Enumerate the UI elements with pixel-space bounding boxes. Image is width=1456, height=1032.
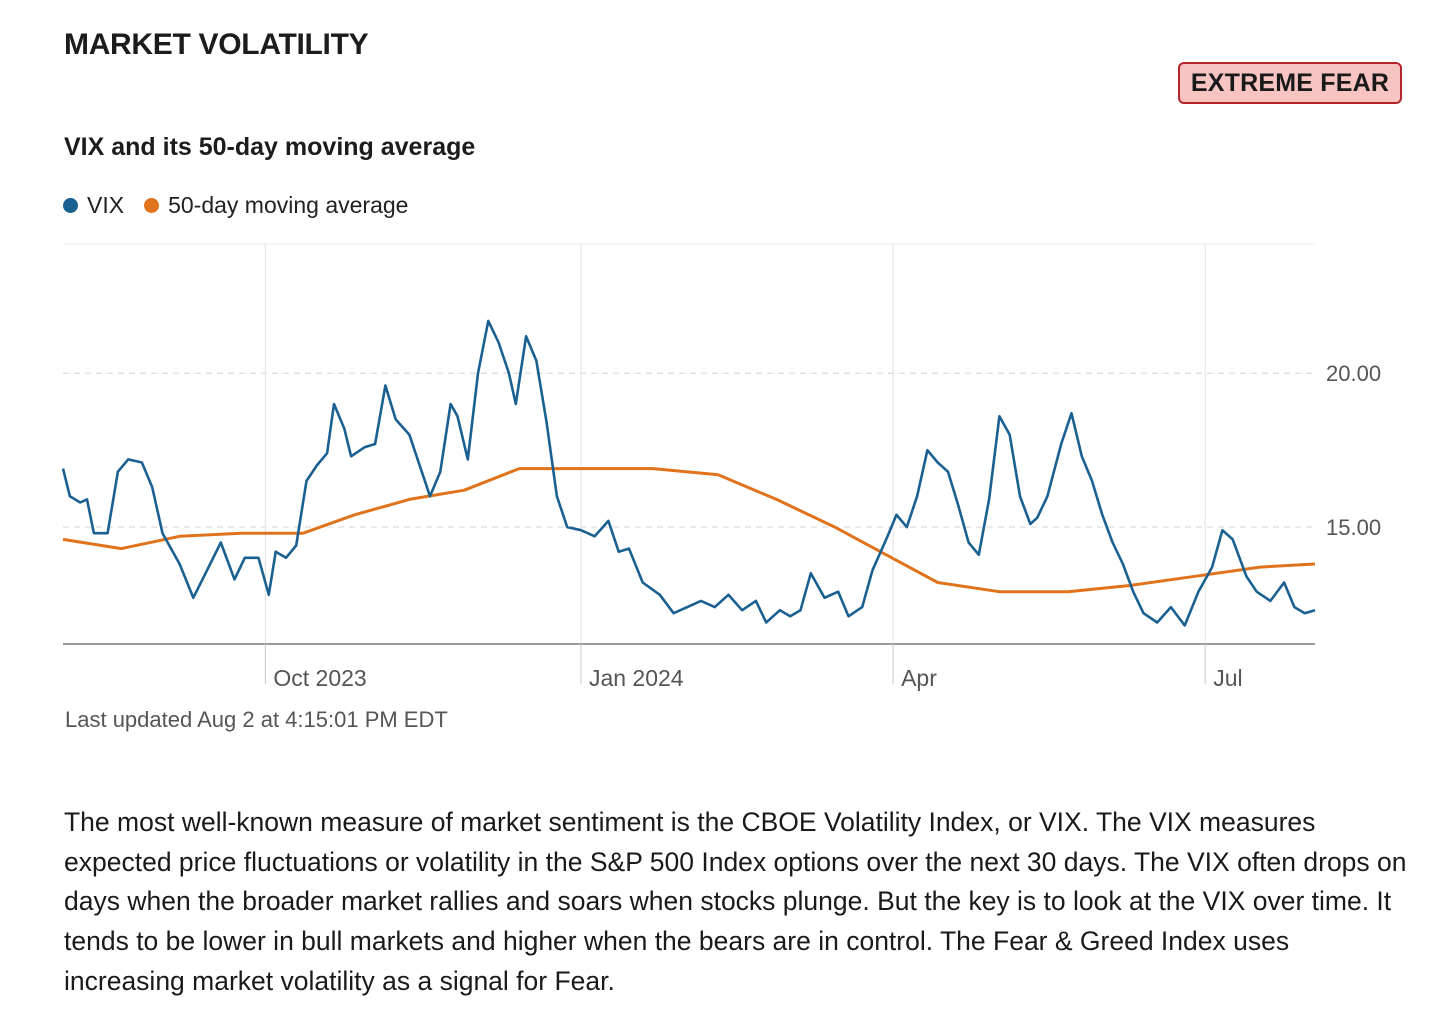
y-tick-label: 20.00 xyxy=(1326,361,1381,386)
y-ticks: 15.00 20.00 xyxy=(1326,361,1381,540)
legend-label-vix: VIX xyxy=(87,192,125,218)
x-tick-label: Jul xyxy=(1213,665,1242,691)
legend-label-moving-average: 50-day moving average xyxy=(168,192,409,218)
sentiment-badge: EXTREME FEAR xyxy=(1178,62,1402,104)
vix-dot-icon xyxy=(63,198,78,213)
grid-layer xyxy=(63,243,1315,644)
moving-average-dot-icon xyxy=(144,198,160,213)
last-updated: Last updated Aug 2 at 4:15:01 PM EDT xyxy=(65,707,448,732)
legend-item-moving-average[interactable]: 50-day moving average xyxy=(144,192,408,219)
description-text: The most well-known measure of market se… xyxy=(64,807,1407,996)
x-tick-label: Jan 2024 xyxy=(589,665,684,691)
x-tick-label: Oct 2023 xyxy=(273,665,366,691)
chart-title: VIX and its 50-day moving average xyxy=(64,133,476,161)
chart-legend: VIX 50-day moving average xyxy=(63,192,428,219)
vix-chart: Oct 2023 Jan 2024 Apr Jul 15.00 20.00 xyxy=(61,243,1381,691)
moving-average-line xyxy=(62,467,1316,594)
y-tick-label: 15.00 xyxy=(1326,515,1381,540)
x-ticks: Oct 2023 Jan 2024 Apr Jul xyxy=(264,644,1243,691)
legend-item-vix[interactable]: VIX xyxy=(63,192,124,219)
vix-line xyxy=(61,319,1316,627)
section-title: MARKET VOLATILITY xyxy=(64,28,369,61)
x-tick-label: Apr xyxy=(901,665,937,691)
